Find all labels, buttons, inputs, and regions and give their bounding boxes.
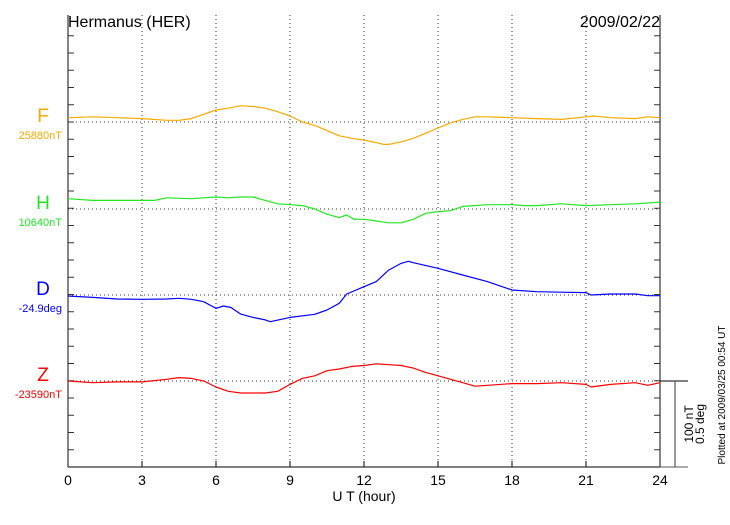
x-tick-label: 18 <box>504 472 520 488</box>
x-tick-label: 3 <box>138 472 146 488</box>
series-line-d <box>67 260 660 323</box>
series-line-h <box>67 196 661 224</box>
series-line-z <box>67 363 661 394</box>
chart-title: Hermanus (HER) <box>68 14 191 31</box>
series-name-f: F <box>37 106 49 127</box>
x-tick-label: 15 <box>430 472 446 488</box>
series-name-h: H <box>36 193 50 214</box>
series-group <box>67 105 661 394</box>
series-baseline-d: -24.9deg <box>19 303 62 315</box>
x-axis-label: U T (hour) <box>332 488 395 504</box>
x-tick-label: 24 <box>652 472 668 488</box>
scale-bar: 100 nT 0.5 deg <box>660 380 707 468</box>
grid <box>68 15 660 467</box>
x-tick-label: 9 <box>286 472 294 488</box>
series-baseline-h: 10640nT <box>19 217 63 229</box>
series-baseline-z: -23590nT <box>15 389 62 401</box>
series-labels: F 25880nT H 10640nT D -24.9deg Z -23590nT <box>15 106 62 401</box>
x-tick-label: 21 <box>578 472 594 488</box>
x-tick-labels: 0 3 6 9 12 15 18 21 24 <box>64 472 668 488</box>
x-tick-label: 0 <box>64 472 72 488</box>
chart-date: 2009/02/22 <box>580 14 660 31</box>
plotted-at-note: Plotted at 2009/03/25 00:54 UT <box>717 326 728 465</box>
series-name-z: Z <box>37 365 49 386</box>
series-baseline-f: 25880nT <box>19 130 63 142</box>
x-tick-label: 6 <box>212 472 220 488</box>
x-tick-label: 12 <box>356 472 372 488</box>
scale-bar-nt-label: 100 nT <box>682 405 696 443</box>
series-line-f <box>67 105 661 145</box>
axes <box>67 15 661 468</box>
scale-bar-deg-label: 0.5 deg <box>693 404 707 444</box>
series-name-d: D <box>36 279 50 300</box>
